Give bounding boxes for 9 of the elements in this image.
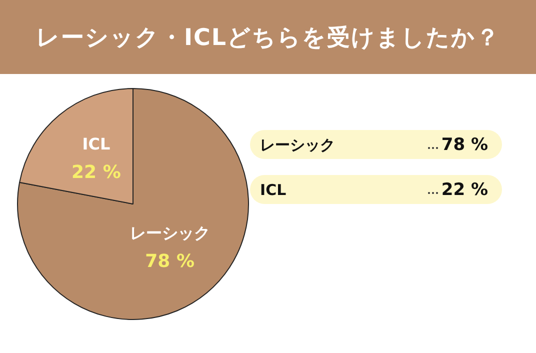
data-label: 78 % bbox=[145, 251, 194, 272]
category-label: ICL bbox=[260, 181, 286, 199]
data-label: 22 % bbox=[72, 162, 121, 184]
slice-label: レーシック bbox=[260, 136, 335, 155]
slice-label: レーシック bbox=[130, 224, 210, 243]
text: 22 % bbox=[441, 180, 488, 200]
text: 78 % bbox=[441, 135, 488, 155]
slice-label: ICL bbox=[82, 134, 110, 154]
chart-title: レーシック・ICLどちらを受けましたか？ bbox=[0, 0, 536, 74]
